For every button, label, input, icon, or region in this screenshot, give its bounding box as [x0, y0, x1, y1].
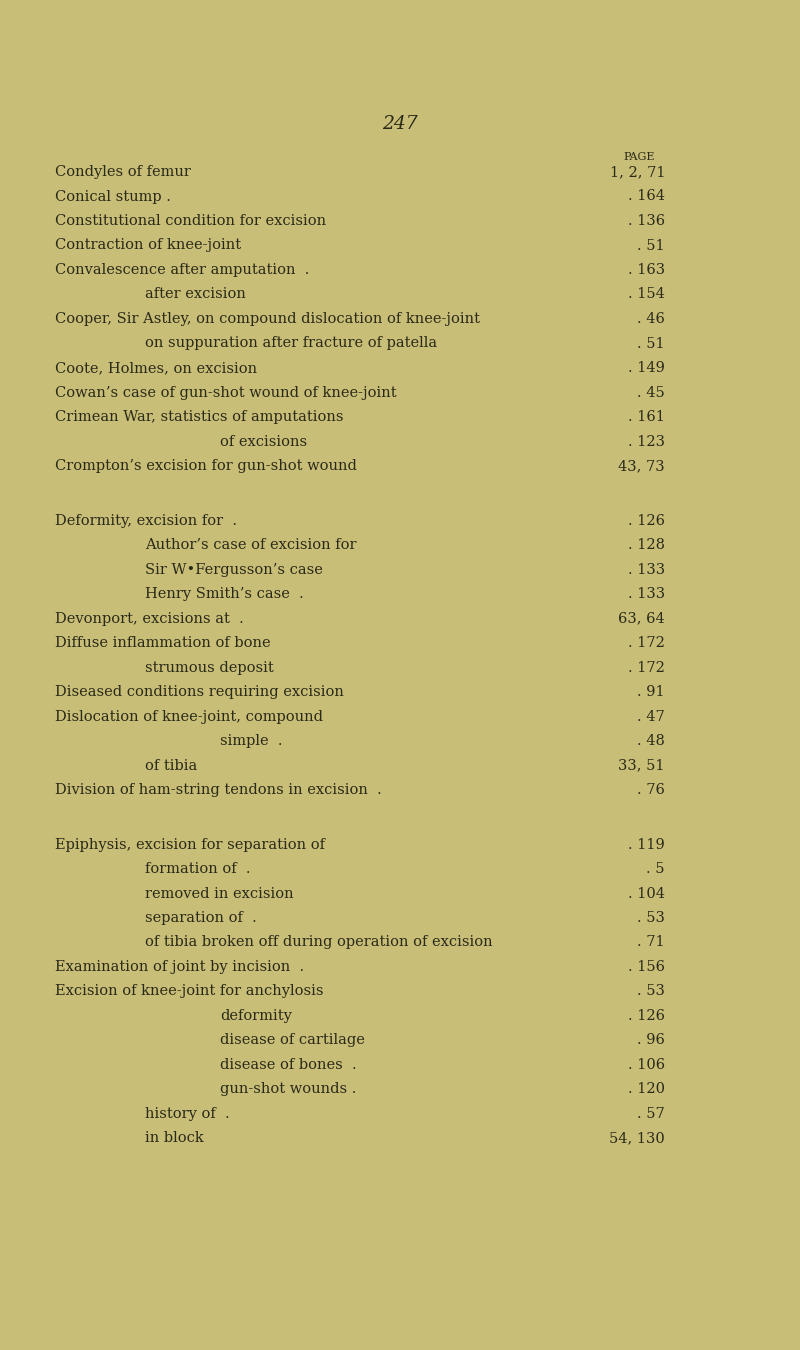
Text: Coote, Holmes, on excision: Coote, Holmes, on excision — [55, 360, 257, 375]
Text: . 47: . 47 — [638, 710, 665, 724]
Text: Devonport, excisions at  .: Devonport, excisions at . — [55, 612, 244, 625]
Text: of tibia: of tibia — [145, 759, 198, 772]
Text: of tibia broken off during operation of excision: of tibia broken off during operation of … — [145, 936, 493, 949]
Text: . 46: . 46 — [637, 312, 665, 325]
Text: . 106: . 106 — [628, 1058, 665, 1072]
Text: simple  .: simple . — [220, 734, 282, 748]
Text: 63, 64: 63, 64 — [618, 612, 665, 625]
Text: Sir W•Fergusson’s case: Sir W•Fergusson’s case — [145, 563, 323, 576]
Text: . 104: . 104 — [628, 887, 665, 900]
Text: on suppuration after fracture of patella: on suppuration after fracture of patella — [145, 336, 437, 351]
Text: disease of bones  .: disease of bones . — [220, 1058, 357, 1072]
Text: Crimean War, statistics of amputations: Crimean War, statistics of amputations — [55, 410, 343, 424]
Text: Constitutional condition for excision: Constitutional condition for excision — [55, 215, 326, 228]
Text: . 163: . 163 — [628, 263, 665, 277]
Text: 54, 130: 54, 130 — [610, 1131, 665, 1146]
Text: Convalescence after amputation  .: Convalescence after amputation . — [55, 263, 310, 277]
Text: . 126: . 126 — [628, 513, 665, 528]
Text: . 164: . 164 — [628, 189, 665, 204]
Text: after excision: after excision — [145, 288, 246, 301]
Text: Diffuse inflammation of bone: Diffuse inflammation of bone — [55, 636, 270, 649]
Text: Examination of joint by incision  .: Examination of joint by incision . — [55, 960, 304, 973]
Text: . 136: . 136 — [628, 215, 665, 228]
Text: Contraction of knee-joint: Contraction of knee-joint — [55, 239, 241, 252]
Text: history of  .: history of . — [145, 1107, 230, 1120]
Text: . 172: . 172 — [628, 636, 665, 649]
Text: 1, 2, 71: 1, 2, 71 — [610, 165, 665, 180]
Text: Excision of knee-joint for anchylosis: Excision of knee-joint for anchylosis — [55, 984, 323, 999]
Text: removed in excision: removed in excision — [145, 887, 294, 900]
Text: . 120: . 120 — [628, 1083, 665, 1096]
Text: . 172: . 172 — [628, 660, 665, 675]
Text: . 45: . 45 — [638, 386, 665, 400]
Text: separation of  .: separation of . — [145, 911, 257, 925]
Text: . 48: . 48 — [637, 734, 665, 748]
Text: . 5: . 5 — [646, 863, 665, 876]
Text: strumous deposit: strumous deposit — [145, 660, 274, 675]
Text: Division of ham-string tendons in excision  .: Division of ham-string tendons in excisi… — [55, 783, 382, 796]
Text: Dislocation of knee-joint, compound: Dislocation of knee-joint, compound — [55, 710, 323, 724]
Text: Diseased conditions requiring excision: Diseased conditions requiring excision — [55, 684, 344, 699]
Text: . 161: . 161 — [628, 410, 665, 424]
Text: formation of  .: formation of . — [145, 863, 250, 876]
Text: 247: 247 — [382, 115, 418, 134]
Text: . 156: . 156 — [628, 960, 665, 973]
Text: . 57: . 57 — [638, 1107, 665, 1120]
Text: . 123: . 123 — [628, 435, 665, 448]
Text: Conical stump .: Conical stump . — [55, 189, 171, 204]
Text: Deformity, excision for  .: Deformity, excision for . — [55, 513, 237, 528]
Text: . 119: . 119 — [628, 837, 665, 852]
Text: . 91: . 91 — [638, 684, 665, 699]
Text: . 76: . 76 — [637, 783, 665, 796]
Text: of excisions: of excisions — [220, 435, 307, 448]
Text: . 133: . 133 — [628, 587, 665, 601]
Text: Author’s case of excision for: Author’s case of excision for — [145, 539, 357, 552]
Text: 43, 73: 43, 73 — [618, 459, 665, 472]
Text: . 128: . 128 — [628, 539, 665, 552]
Text: gun-shot wounds .: gun-shot wounds . — [220, 1083, 356, 1096]
Text: . 53: . 53 — [637, 984, 665, 999]
Text: in block: in block — [145, 1131, 204, 1146]
Text: Cowan’s case of gun-shot wound of knee-joint: Cowan’s case of gun-shot wound of knee-j… — [55, 386, 397, 400]
Text: PAGE: PAGE — [623, 153, 655, 162]
Text: . 154: . 154 — [628, 288, 665, 301]
Text: Crompton’s excision for gun-shot wound: Crompton’s excision for gun-shot wound — [55, 459, 357, 472]
Text: . 96: . 96 — [637, 1034, 665, 1048]
Text: . 71: . 71 — [638, 936, 665, 949]
Text: Epiphysis, excision for separation of: Epiphysis, excision for separation of — [55, 837, 325, 852]
Text: Cooper, Sir Astley, on compound dislocation of knee-joint: Cooper, Sir Astley, on compound dislocat… — [55, 312, 480, 325]
Text: disease of cartilage: disease of cartilage — [220, 1034, 365, 1048]
Text: Henry Smith’s case  .: Henry Smith’s case . — [145, 587, 304, 601]
Text: . 126: . 126 — [628, 1008, 665, 1023]
Text: . 51: . 51 — [638, 336, 665, 351]
Text: . 133: . 133 — [628, 563, 665, 576]
Text: Condyles of femur: Condyles of femur — [55, 165, 191, 180]
Text: . 149: . 149 — [628, 360, 665, 375]
Text: . 51: . 51 — [638, 239, 665, 252]
Text: . 53: . 53 — [637, 911, 665, 925]
Text: deformity: deformity — [220, 1008, 292, 1023]
Text: 33, 51: 33, 51 — [618, 759, 665, 772]
